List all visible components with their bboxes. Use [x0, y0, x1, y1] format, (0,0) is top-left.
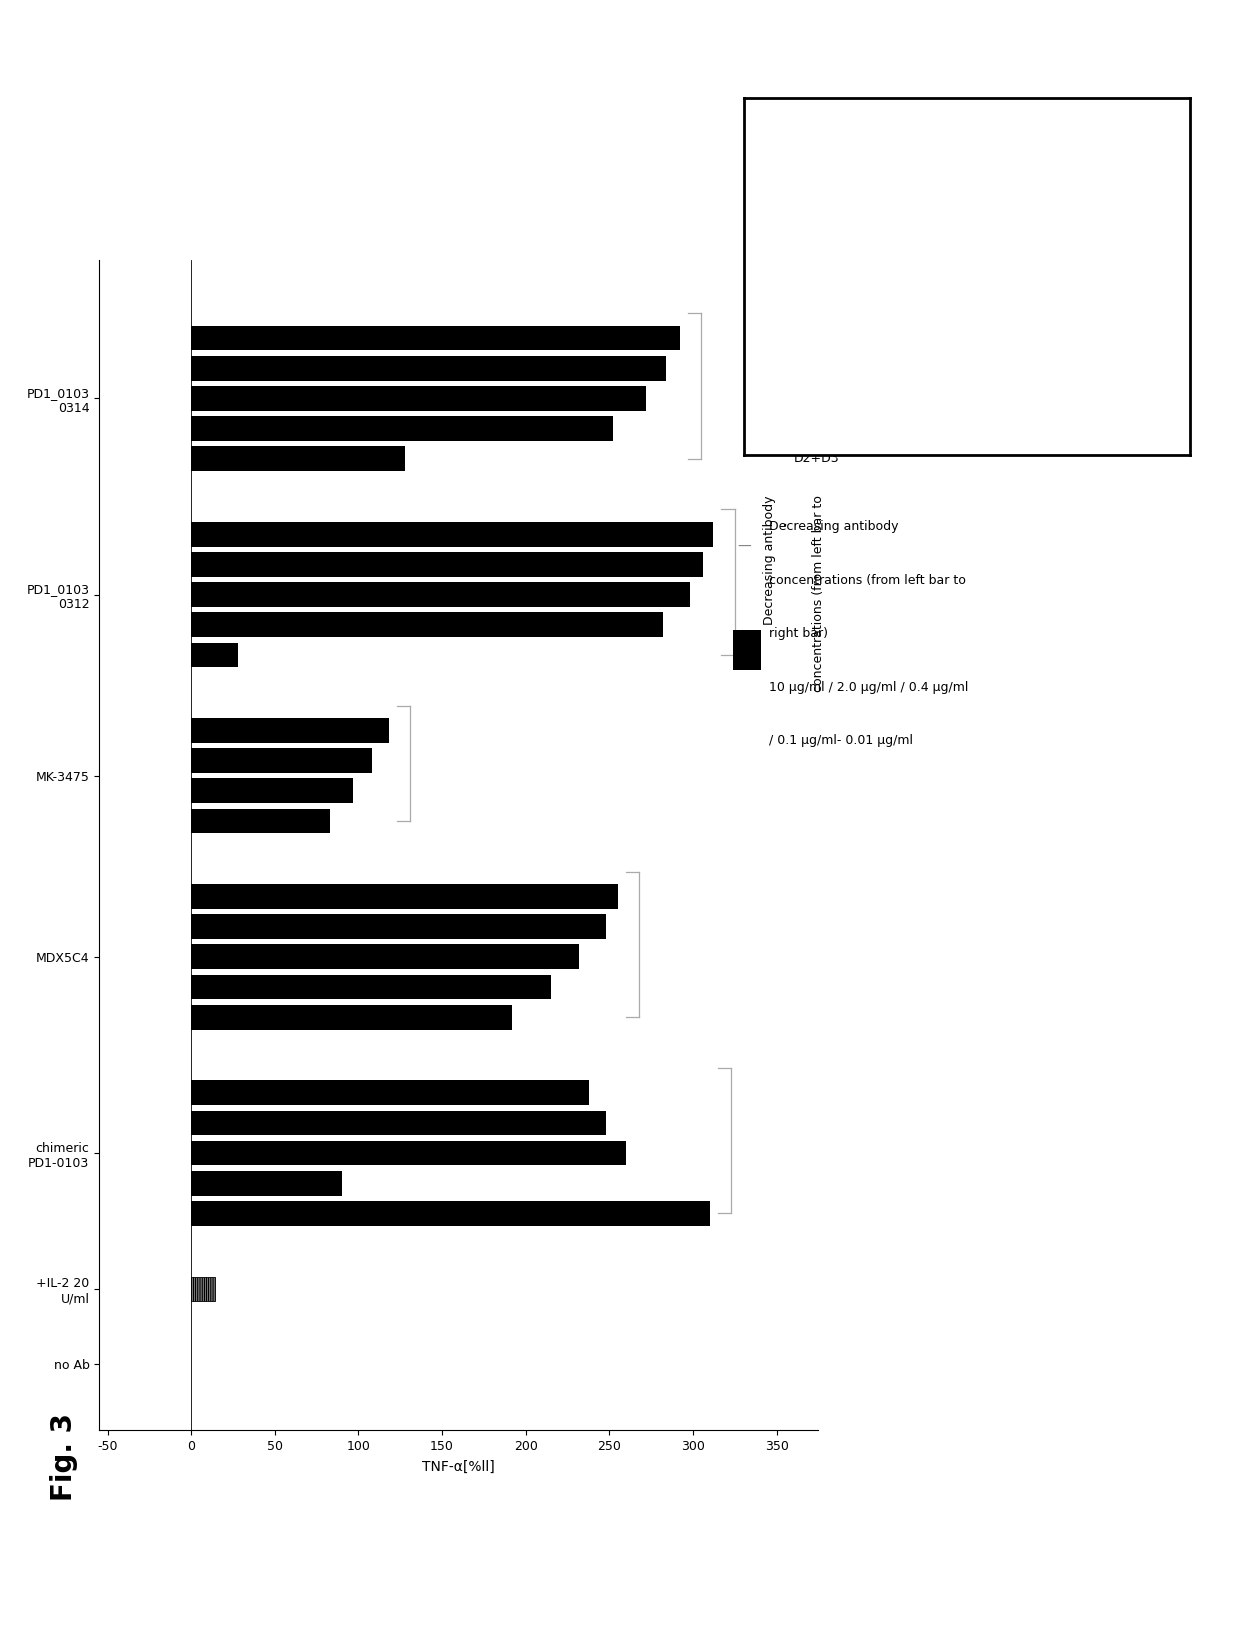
- Bar: [191, 1081, 589, 1105]
- Bar: [191, 1110, 606, 1136]
- Bar: [191, 416, 613, 440]
- Text: D2+D3: D2+D3: [794, 452, 839, 465]
- Bar: [191, 642, 238, 668]
- Bar: [191, 718, 388, 743]
- Text: Decreasing antibody: Decreasing antibody: [769, 520, 898, 533]
- Bar: [191, 1201, 709, 1225]
- Bar: [191, 1004, 512, 1030]
- Text: concentrations (from left bar to: concentrations (from left bar to: [812, 496, 825, 692]
- Bar: [191, 325, 680, 351]
- Text: 10 μg/ml / 2.0 μg/ml / 0.4 μg/ml: 10 μg/ml / 2.0 μg/ml / 0.4 μg/ml: [769, 681, 968, 694]
- Bar: [191, 915, 606, 939]
- Bar: [191, 1141, 626, 1165]
- Bar: [191, 1172, 342, 1196]
- Bar: [191, 582, 689, 608]
- Text: —: —: [737, 540, 751, 554]
- Text: Decreasing antibody: Decreasing antibody: [763, 496, 775, 626]
- Text: right bar): right bar): [769, 627, 828, 640]
- Bar: [191, 975, 551, 999]
- X-axis label: TNF-α[%ll]: TNF-α[%ll]: [423, 1459, 495, 1474]
- Bar: [191, 522, 713, 546]
- Bar: [191, 1277, 215, 1302]
- Bar: [191, 552, 703, 577]
- Text: / 0.1 μg/ml- 0.01 μg/ml: / 0.1 μg/ml- 0.01 μg/ml: [769, 734, 913, 748]
- Bar: [191, 447, 405, 471]
- Text: Fig. 3: Fig. 3: [50, 1414, 78, 1502]
- Bar: [191, 778, 353, 803]
- Bar: [733, 629, 761, 670]
- Text: concentrations (from left bar to: concentrations (from left bar to: [769, 574, 966, 587]
- Bar: [191, 748, 372, 773]
- Bar: [191, 884, 618, 908]
- Bar: [191, 356, 666, 380]
- Bar: [191, 387, 646, 411]
- Bar: [191, 613, 663, 637]
- Bar: [191, 944, 579, 968]
- Text: ·: ·: [782, 517, 789, 536]
- Bar: [191, 809, 330, 834]
